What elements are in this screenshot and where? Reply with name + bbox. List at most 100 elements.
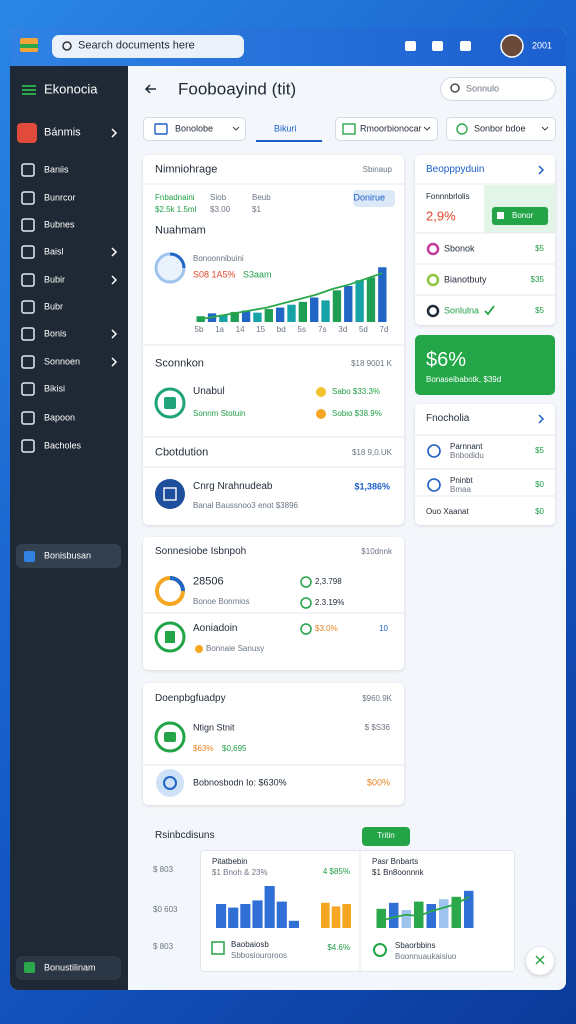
card — [143, 155, 404, 525]
overview-button[interactable] — [353, 190, 395, 207]
icon — [164, 732, 176, 742]
button[interactable]: Donirue — [353, 192, 385, 203]
item-status: Sonnm Stotuin — [193, 409, 246, 418]
tab[interactable] — [143, 117, 246, 141]
bar — [276, 901, 287, 928]
chevron — [538, 414, 545, 424]
tab[interactable]: Rmoorbionocar — [360, 123, 422, 134]
toolbar-icon — [432, 41, 443, 51]
highlight-caption: Bonaseibabotk, $39d — [426, 375, 502, 384]
nav-item[interactable]: Sonnoen — [44, 356, 81, 367]
item-sub: Bonnaie Sanusy — [206, 644, 265, 653]
item-name: Unabul — [193, 386, 225, 397]
nav-icon — [21, 218, 35, 232]
section-title: Rsinbcdisuns — [155, 830, 215, 841]
avatar — [500, 34, 524, 58]
status-dot — [316, 409, 326, 419]
chevron — [111, 247, 118, 257]
x-tick-label: 14 — [235, 325, 245, 334]
row-value: $0 — [535, 480, 544, 489]
bar — [241, 310, 251, 322]
row-icon — [426, 273, 440, 287]
nav-item[interactable]: Bubr — [44, 301, 64, 312]
nav-item[interactable]: Bapoon — [44, 412, 76, 423]
row-value: $5 — [535, 446, 544, 455]
nav-icon — [21, 245, 35, 259]
panel-button[interactable] — [492, 207, 548, 225]
card — [143, 683, 404, 805]
bar — [264, 886, 275, 928]
line — [200, 272, 383, 321]
row-sub: Bnbodidu — [450, 451, 484, 460]
bar — [298, 301, 308, 322]
legend-sub: Boonnuaukaisiuo — [395, 952, 457, 961]
axis-label: $ 803 — [153, 865, 174, 874]
nav-item-active[interactable]: Bonisbusan — [44, 550, 92, 561]
section-title: Cbotdution — [155, 446, 209, 459]
footer-item[interactable]: Bonustilinam — [44, 962, 96, 973]
nav-icon — [21, 411, 35, 425]
bar — [264, 309, 273, 322]
nav-item[interactable]: Baniis — [44, 164, 69, 175]
reports-button[interactable] — [362, 827, 410, 846]
bar — [389, 902, 399, 928]
back-arrow — [144, 84, 156, 94]
bar — [275, 307, 285, 322]
item-value: $ $S36 — [364, 723, 390, 732]
chart-title: Pasr Bnbarts — [372, 857, 419, 866]
row-sub: Bmaa — [450, 485, 471, 494]
stat: $3.0% — [315, 624, 338, 633]
row-name: Ouo Xaanat — [426, 507, 469, 516]
metric-label: Fnbadnaini — [155, 193, 195, 202]
search-box[interactable] — [52, 35, 244, 58]
nav-item[interactable]: Bubnes — [44, 219, 75, 230]
button[interactable]: Tritin — [377, 831, 395, 840]
tab[interactable]: Bonolobe — [175, 123, 214, 134]
chevron — [111, 329, 118, 339]
nav-item[interactable]: Bánmis — [44, 126, 81, 139]
highlight-value: $6% — [426, 349, 467, 371]
legend-item: S3aam — [243, 269, 272, 280]
item-name: Cnrg Nrahnudeab — [193, 481, 273, 492]
item-name: Aoniadoin — [193, 623, 238, 634]
nav-item[interactable]: Bikisi — [44, 383, 66, 394]
x-tick-label: 3d — [338, 325, 348, 334]
card-title: Fnocholia — [426, 413, 470, 424]
nav-item[interactable]: Baisl — [44, 246, 64, 257]
nav-item[interactable]: Bonis — [44, 328, 67, 339]
tab[interactable] — [335, 117, 438, 141]
menu-icon — [22, 89, 36, 91]
bar — [426, 904, 436, 928]
legend-sub: Sbbosiouroroos — [231, 951, 288, 960]
item-name: 28506 — [193, 575, 224, 588]
bar — [376, 908, 386, 928]
x-tick-label: 7d — [379, 325, 389, 334]
check-icon — [300, 576, 312, 588]
tab[interactable] — [446, 117, 556, 141]
bar — [355, 280, 364, 322]
button[interactable]: Bonor — [512, 211, 534, 220]
row-name: Parnnant — [450, 442, 483, 451]
chart-icon — [169, 252, 186, 269]
nav-item[interactable]: Bunrcor — [44, 192, 76, 203]
tab[interactable]: Sonbor bdoe — [474, 123, 526, 134]
bar — [230, 311, 239, 322]
icon — [156, 769, 184, 797]
metric-value: $2.5k 1.5ml — [155, 205, 197, 214]
legend-icon — [211, 941, 225, 955]
card-title: Nimniohrage — [155, 163, 218, 176]
tab[interactable]: Bikuri — [274, 123, 297, 134]
icon — [164, 397, 176, 409]
nav-icon — [24, 551, 35, 562]
chevron — [111, 357, 118, 367]
nav-item[interactable]: Bacholes — [44, 440, 82, 451]
brand: Ekonocia — [44, 81, 98, 97]
bar — [252, 900, 263, 928]
section-title: Sconnkon — [155, 357, 204, 370]
bar — [464, 890, 474, 928]
header-search[interactable] — [440, 77, 556, 101]
bar — [401, 910, 411, 928]
nav-item[interactable]: Bubir — [44, 274, 66, 285]
legend-icon — [373, 943, 387, 957]
item-value: $1,386% — [354, 481, 390, 492]
